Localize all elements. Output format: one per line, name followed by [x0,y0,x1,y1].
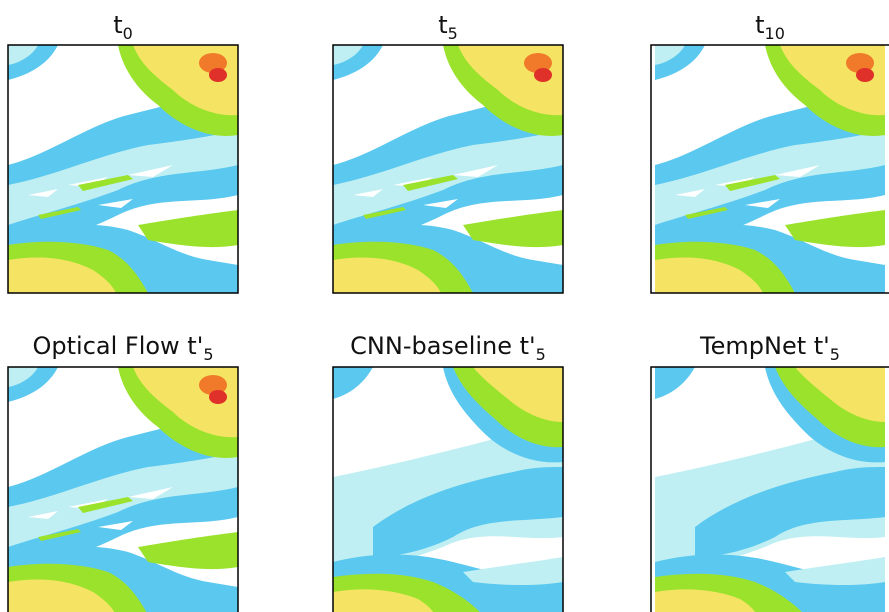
panel-image [655,45,885,293]
panel-image [333,367,563,612]
row-1: t0 t5 t10 [7,11,889,294]
title-text: t [438,11,447,39]
panel-title: Optical Flow t'5 [32,332,213,364]
panel-title: TempNet t'5 [699,332,840,364]
title-subscript: 5 [203,345,213,364]
title-subscript: 10 [765,24,785,43]
panel-frame [7,44,239,294]
title-subscript: 5 [448,24,458,43]
panel-frame [650,44,889,294]
panel-frame [332,44,564,294]
panel-frame [7,366,239,612]
title-text: t [755,11,764,39]
title-text: t [113,11,122,39]
panel-frame [332,366,564,612]
title-text: TempNet t' [699,332,830,360]
panel-title: t5 [438,11,458,43]
title-text: CNN-baseline t' [350,332,535,360]
panel-image [8,45,238,293]
panel-title: t10 [755,11,785,43]
panel-frame [650,366,889,612]
panel-title: t0 [113,11,133,43]
title-subscript: 5 [830,345,840,364]
title-subscript: 0 [123,24,133,43]
panel-image [655,367,885,612]
panel-title: CNN-baseline t'5 [350,332,546,364]
title-subscript: 5 [536,345,546,364]
title-text: Optical Flow t' [32,332,203,360]
panel-image [333,45,563,293]
row-2: Optical Flow t'5 CNN-baseline t'5 TempNe… [7,332,889,612]
panel-image [8,367,238,612]
